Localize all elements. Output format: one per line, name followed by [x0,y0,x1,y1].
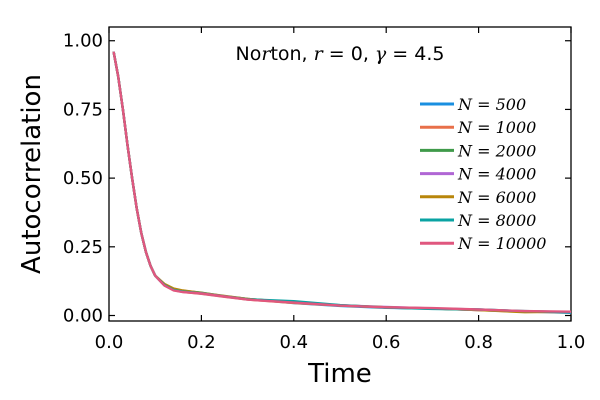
x-axis-ticks: 0.0 0.2 0.4 0.6 0.8 1.0 [95,27,586,353]
x-tick-label: 1.0 [557,332,586,353]
legend-label: N = 6000 [457,188,536,207]
series-line [112,51,572,313]
legend-label: N = 10000 [457,234,546,253]
x-axis-title: Time [307,359,372,389]
y-axis-ticks: 0.00 0.25 0.50 0.75 1.00 [63,31,571,327]
chart-title: Norton, r = 0, γ = 4.5 [236,43,445,65]
legend-label: N = 8000 [457,211,536,230]
y-tick-label: 0.00 [63,306,103,327]
x-tick-label: 0.2 [187,332,216,353]
x-tick-label: 0.0 [95,332,124,353]
y-tick-label: 0.75 [63,99,103,120]
legend-label: N = 4000 [457,165,536,184]
x-tick-label: 0.6 [372,332,401,353]
legend-label: N = 1000 [457,118,536,137]
y-tick-label: 1.00 [63,31,103,52]
legend-label: N = 500 [457,95,526,114]
legend: N = 500 N = 1000 N = 2000 N = 4000 N = 6000 N… [420,95,546,253]
y-tick-label: 0.50 [63,168,103,189]
y-tick-label: 0.25 [63,237,103,258]
y-axis-title: Autocorrelation [17,74,47,274]
x-tick-label: 0.8 [464,332,493,353]
plot-frame [108,26,572,322]
legend-label: N = 2000 [457,141,536,160]
x-tick-label: 0.4 [279,332,308,353]
series-lines [112,51,572,314]
